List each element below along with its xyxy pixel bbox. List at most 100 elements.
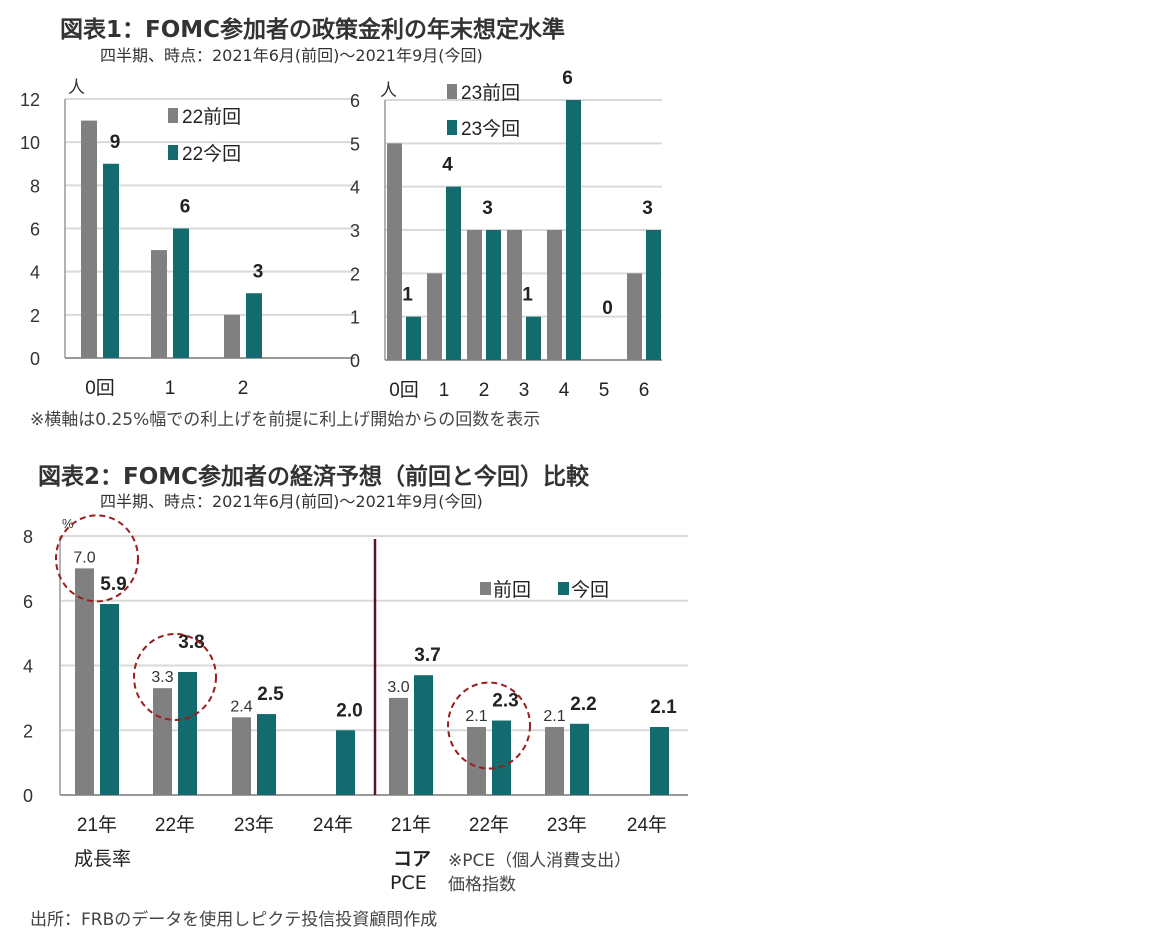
data-label-previous: 2.1 bbox=[465, 708, 487, 725]
y-tick-label: 2 bbox=[350, 264, 360, 284]
y-tick-label: 4 bbox=[30, 263, 40, 283]
bar-previous bbox=[507, 230, 522, 360]
y-tick-label: 6 bbox=[23, 592, 33, 612]
y-tick-label: 4 bbox=[350, 178, 360, 198]
group-label-pce: PCE bbox=[390, 872, 427, 894]
data-label: 6 bbox=[562, 68, 573, 89]
group-label-core: コア bbox=[393, 848, 432, 870]
bar-previous bbox=[545, 727, 564, 795]
bar-current bbox=[414, 675, 433, 795]
data-label: 4 bbox=[442, 155, 453, 176]
y-tick-label: 10 bbox=[20, 133, 40, 153]
bar-current bbox=[406, 316, 421, 360]
x-tick-label: 21年 bbox=[391, 814, 431, 836]
bar-previous bbox=[81, 120, 97, 358]
bar-current bbox=[646, 230, 661, 360]
figure1-title: 図表1：FOMC参加者の政策金利の年末想定水準 bbox=[60, 17, 566, 43]
data-label-previous: 7.0 bbox=[73, 549, 95, 566]
data-label: 9 bbox=[110, 132, 121, 153]
y-tick-label: 1 bbox=[350, 308, 360, 328]
figure2-subtitle: 四半期、時点：2021年6月(前回)～2021年9月(今回) bbox=[100, 492, 483, 511]
x-tick-label: 2 bbox=[238, 378, 249, 399]
figure2-title: 図表2：FOMC参加者の経済予想（前回と今回）比較 bbox=[38, 464, 590, 490]
legend-label-current: 23今回 bbox=[461, 118, 520, 140]
pce-note-line1: ※PCE（個人消費支出） bbox=[448, 851, 632, 871]
y-tick-label: 5 bbox=[350, 134, 360, 154]
data-label: 0 bbox=[602, 298, 613, 319]
bar-current bbox=[178, 671, 197, 795]
bar-current bbox=[257, 714, 276, 795]
legend-label-previous: 前回 bbox=[493, 579, 531, 601]
y-tick-label: 6 bbox=[350, 91, 360, 111]
bar-current bbox=[446, 186, 461, 360]
legend-swatch-current bbox=[447, 120, 457, 135]
bar-previous bbox=[387, 143, 402, 360]
x-tick-label: 2 bbox=[479, 380, 490, 401]
bar-previous bbox=[153, 688, 172, 795]
y-tick-label: 12 bbox=[20, 90, 40, 110]
data-label: 3 bbox=[482, 198, 493, 219]
y-unit-label: 人 bbox=[68, 78, 85, 97]
bar-current bbox=[103, 163, 119, 358]
bar-current bbox=[526, 316, 541, 360]
legend-swatch-previous bbox=[447, 84, 457, 99]
data-label-previous: 3.3 bbox=[151, 669, 173, 686]
bar-previous bbox=[547, 230, 562, 360]
data-label-previous: 2.1 bbox=[543, 708, 565, 725]
data-label-current: 3.7 bbox=[414, 645, 440, 666]
bar-previous bbox=[75, 568, 94, 795]
x-tick-label: 23年 bbox=[234, 814, 274, 836]
data-label: 3 bbox=[642, 198, 653, 219]
legend-label-current: 22今回 bbox=[182, 143, 241, 165]
x-tick-label: 5 bbox=[599, 380, 610, 401]
x-tick-label: 24年 bbox=[627, 814, 667, 836]
data-label-previous: 2.4 bbox=[230, 698, 252, 715]
bar-previous bbox=[427, 273, 442, 360]
bar-current bbox=[486, 230, 501, 360]
bar-current bbox=[492, 720, 511, 795]
x-tick-label: 0回 bbox=[85, 378, 115, 399]
data-label-current: 2.1 bbox=[650, 697, 677, 718]
y-tick-label: 2 bbox=[30, 306, 40, 326]
group-label-growth: 成長率 bbox=[74, 848, 132, 870]
data-label: 1 bbox=[522, 285, 533, 306]
x-tick-label: 22年 bbox=[155, 814, 195, 836]
y-tick-label: 6 bbox=[30, 220, 40, 240]
data-label-previous: 3.0 bbox=[387, 679, 409, 696]
data-label-current: 2.5 bbox=[257, 684, 284, 705]
data-label-current: 2.0 bbox=[336, 700, 362, 721]
x-tick-label: 1 bbox=[165, 378, 176, 399]
data-label: 6 bbox=[180, 197, 191, 218]
x-tick-label: 24年 bbox=[313, 814, 353, 836]
bar-current bbox=[336, 730, 355, 795]
x-tick-label: 6 bbox=[639, 380, 650, 401]
figure1-note: ※横軸は0.25%幅での利上げを前提に利上げ開始からの回数を表示 bbox=[30, 410, 541, 430]
bar-current bbox=[566, 100, 581, 360]
bar-current bbox=[100, 603, 119, 795]
data-label-current: 2.3 bbox=[492, 691, 518, 712]
bar-current bbox=[173, 228, 189, 358]
y-tick-label: 4 bbox=[23, 657, 33, 677]
y-tick-label: 8 bbox=[30, 176, 40, 196]
data-label: 1 bbox=[402, 285, 413, 306]
bar-previous bbox=[467, 230, 482, 360]
highlight-circle bbox=[447, 681, 531, 770]
x-tick-label: 1 bbox=[439, 380, 450, 401]
legend-swatch-current bbox=[168, 145, 178, 160]
highlight-circle bbox=[133, 632, 217, 721]
figure1-subtitle: 四半期、時点：2021年6月(前回)～2021年9月(今回) bbox=[100, 46, 483, 65]
bar-current bbox=[650, 727, 669, 795]
x-tick-label: 3 bbox=[519, 380, 530, 401]
x-tick-label: 21年 bbox=[77, 814, 117, 836]
bar-current bbox=[570, 723, 589, 795]
legend-swatch-previous bbox=[168, 108, 178, 123]
bar-current bbox=[246, 293, 262, 358]
bar-previous bbox=[232, 717, 251, 795]
x-tick-label: 22年 bbox=[469, 814, 509, 836]
y-unit-label: % bbox=[62, 516, 74, 531]
y-tick-label: 2 bbox=[23, 721, 33, 741]
highlight-circle bbox=[55, 514, 139, 603]
y-unit-label: 人 bbox=[380, 81, 397, 100]
bar-previous bbox=[389, 697, 408, 795]
